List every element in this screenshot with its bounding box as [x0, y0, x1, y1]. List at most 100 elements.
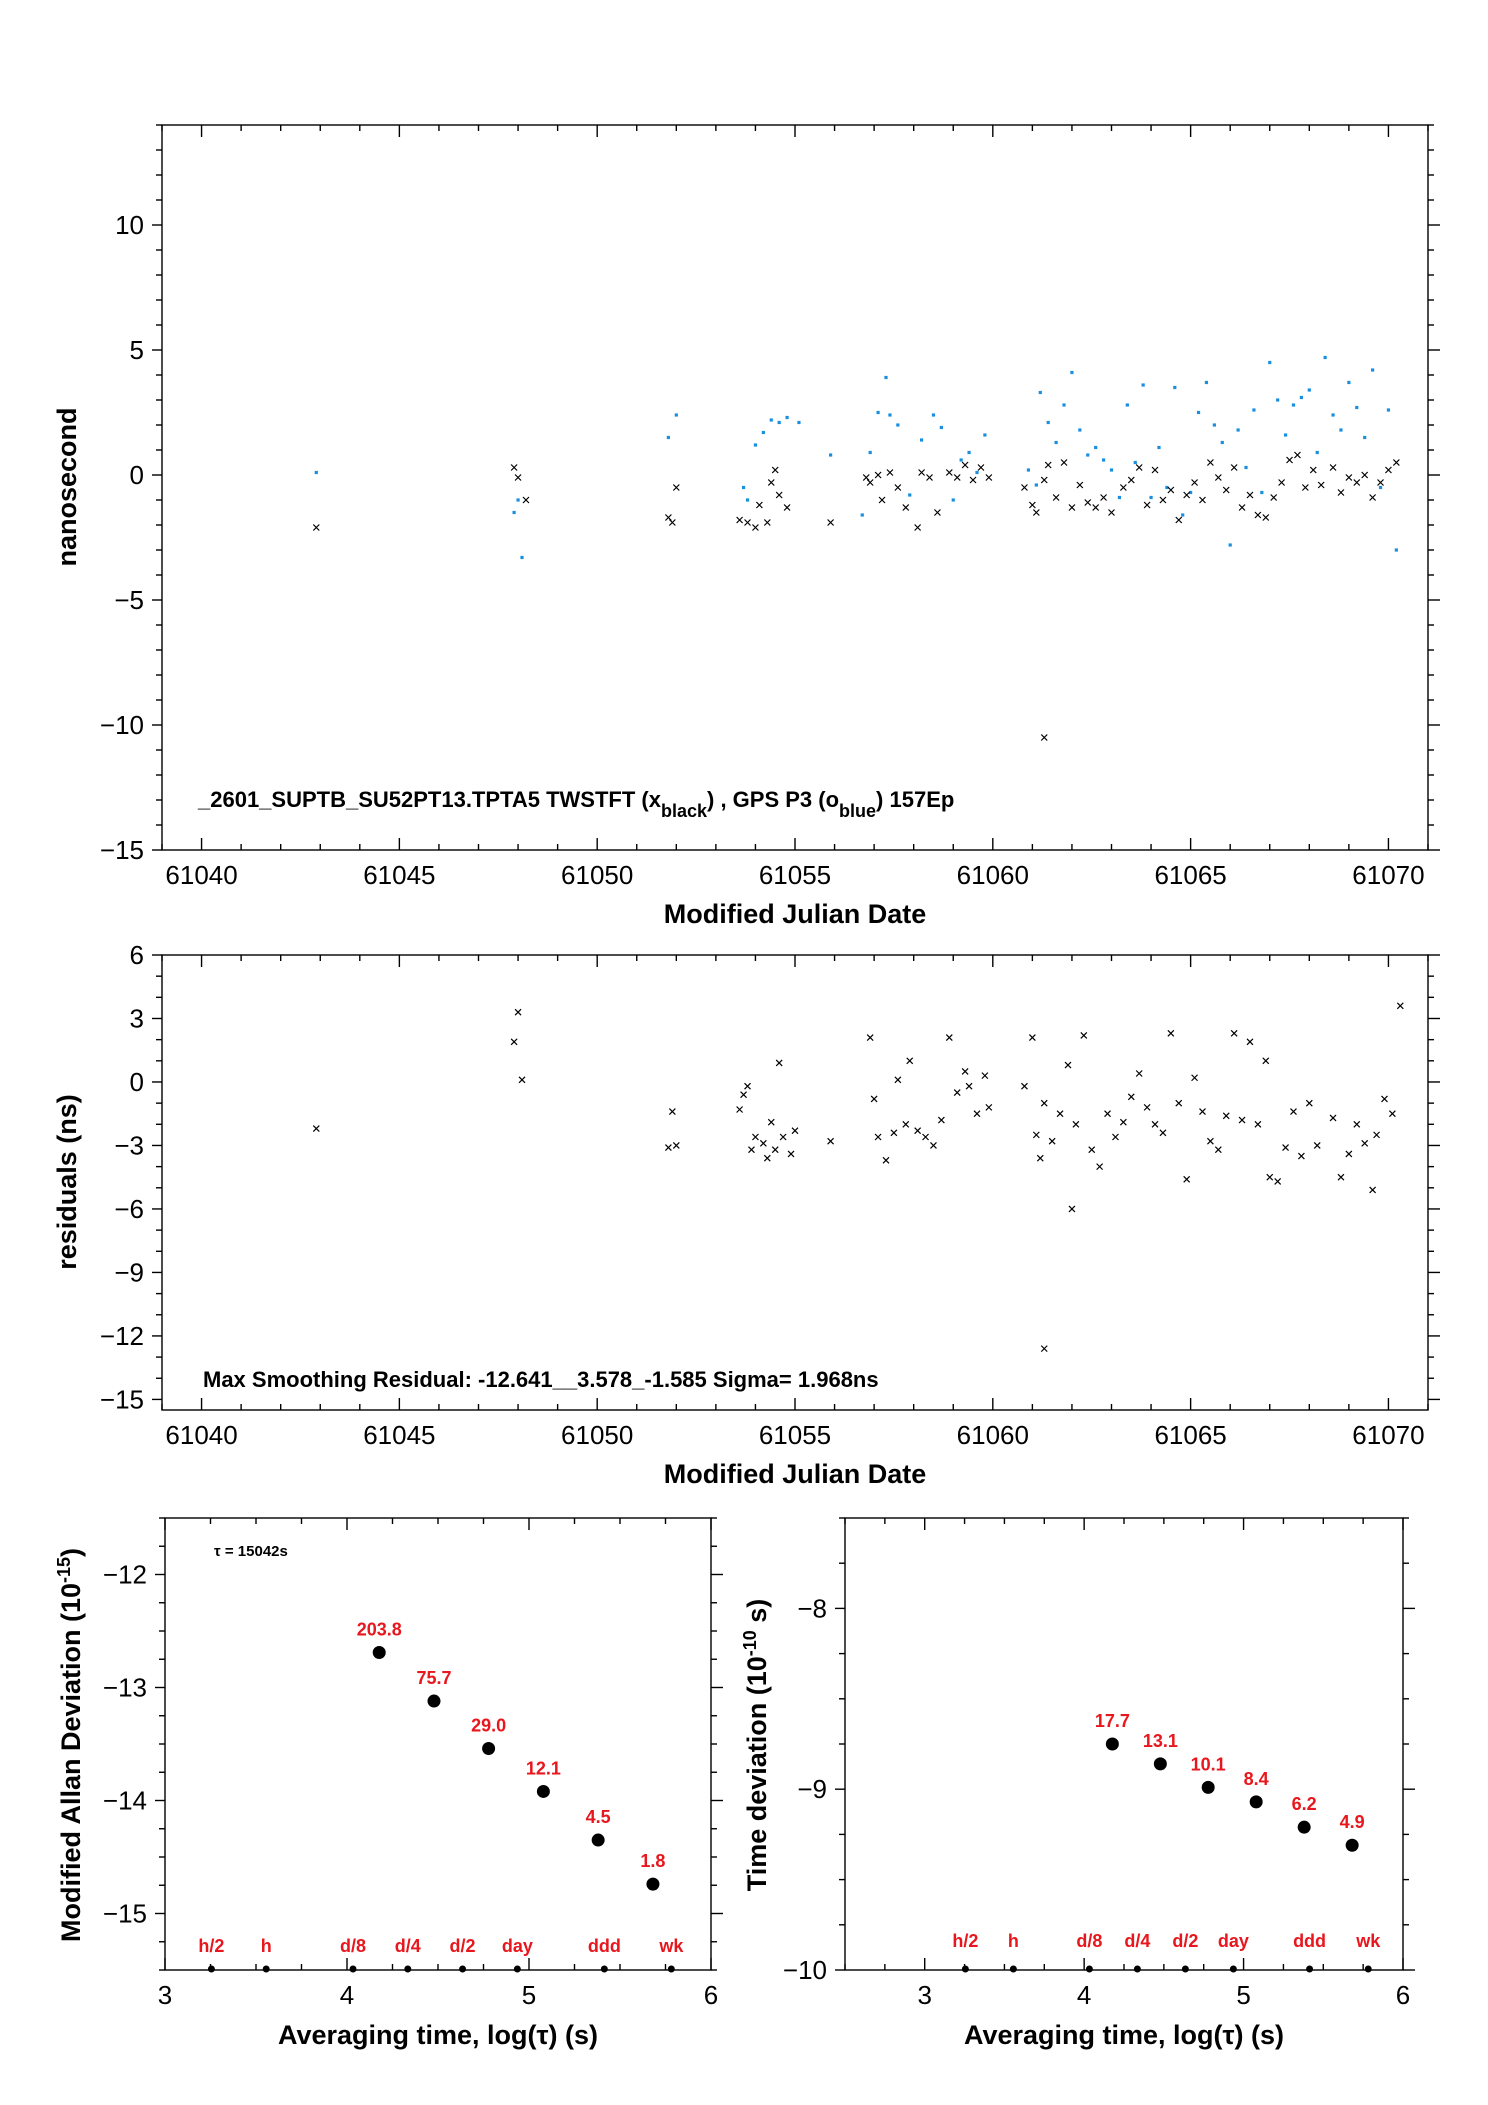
residual-point: [748, 1146, 755, 1154]
time-marker-label: d/4: [395, 1936, 421, 1956]
twstft-point: [945, 469, 953, 476]
panel-time-series: 61040 61045 61050 61055 61060 61065 61070 −15 −1…: [52, 124, 1440, 929]
time-marker-dot: [1133, 1965, 1141, 1973]
deviation-label: 203.8: [357, 1619, 402, 1639]
twstft-point: [961, 461, 969, 469]
time-marker-dot: [513, 1965, 521, 1973]
gps-point: [1070, 370, 1074, 375]
twstft-point: [934, 509, 941, 516]
x-tick-label: 4: [340, 1980, 354, 2010]
gps-point: [1323, 355, 1327, 360]
residual-point: [1104, 1110, 1111, 1118]
x-tick-label: 5: [522, 1980, 536, 2010]
x-tick-label: 61040: [165, 1420, 237, 1450]
gps-point: [1347, 380, 1351, 385]
twstft-point: [866, 479, 874, 486]
gps-point: [1276, 398, 1280, 402]
gps-point: [1355, 405, 1359, 410]
twstft-point: [755, 501, 763, 509]
twstft-point: [1222, 486, 1230, 494]
time-marker-dot: [207, 1965, 215, 1973]
gps-point: [967, 450, 971, 455]
twstft-point: [894, 484, 902, 491]
gps-point: [868, 450, 872, 455]
twstft-point: [1167, 486, 1175, 494]
panel-tdev: 3 4 5 6 −10 −9 −8 17.7 13.1 10.1 8.4 6.2 4.9 h/2 h d/8…: [740, 1517, 1415, 2050]
twstft-point: [1040, 476, 1048, 484]
panel-residuals: 61040 61045 61050 61055 61060 61065 61070 −15 −1…: [52, 940, 1440, 1489]
deviation-label: 10.1: [1191, 1754, 1226, 1774]
deviation-label: 4.5: [586, 1807, 611, 1827]
residual-point: [1262, 1057, 1270, 1065]
twstft-point: [752, 524, 759, 531]
residual-point: [510, 1038, 518, 1046]
time-marker-label: d/4: [1124, 1931, 1150, 1951]
residual-point: [1048, 1137, 1056, 1145]
time-marker-dot: [1364, 1965, 1372, 1973]
x-axis-label-4: Averaging time, log(τ) (s): [964, 2020, 1284, 2050]
y-tick-label: −10: [783, 1955, 827, 1985]
gps-point: [1046, 420, 1050, 425]
twstft-point: [827, 519, 835, 526]
twstft-point: [514, 474, 522, 481]
y-axis-label-2: residuals (ns): [52, 1094, 82, 1270]
twstft-point: [1084, 499, 1092, 506]
gps-point: [1141, 383, 1145, 387]
twstft-point: [668, 519, 676, 526]
twstft-point: [926, 474, 933, 481]
gps-point: [1268, 360, 1272, 365]
residual-point: [1345, 1150, 1353, 1158]
twstft-point: [1191, 479, 1199, 486]
y-tick-label: −9: [114, 1257, 144, 1287]
twstft-point: [1199, 496, 1206, 504]
gps-point: [908, 493, 912, 497]
gps-point: [666, 435, 670, 440]
deviation-point: [1345, 1838, 1359, 1852]
residual-point: [973, 1110, 981, 1118]
x-tick-label: 61065: [1154, 860, 1226, 890]
deviation-label: 29.0: [471, 1716, 506, 1736]
y-tick-label: −12: [100, 1321, 144, 1351]
twstft-point: [775, 491, 783, 499]
twstft-point: [1345, 474, 1353, 481]
twstft-point: [1270, 494, 1278, 501]
twstft-point: [1214, 474, 1222, 481]
residual-point: [1056, 1110, 1064, 1118]
time-marker-dot: [459, 1965, 467, 1973]
residual-point: [744, 1082, 751, 1090]
residual-point: [874, 1133, 882, 1141]
twstft-point: [1119, 484, 1127, 491]
residual-point: [866, 1034, 874, 1041]
gps-point: [785, 415, 789, 420]
x-tick-label: 5: [1236, 1980, 1250, 2010]
twstft-point: [985, 474, 993, 481]
twstft-point: [1159, 496, 1167, 504]
x-tick-label: 61065: [1154, 1420, 1226, 1450]
residual-point: [1088, 1146, 1096, 1154]
residual-point: [922, 1133, 929, 1141]
y-tick-label: −8: [797, 1593, 827, 1623]
residual-point: [1127, 1093, 1135, 1101]
deviation-label: 75.7: [416, 1668, 451, 1688]
twstft-point: [744, 519, 751, 526]
twstft-point: [1100, 494, 1108, 501]
gps-point: [1299, 395, 1303, 400]
deviation-label: 6.2: [1292, 1794, 1317, 1814]
twstft-point: [1329, 464, 1337, 471]
residual-point: [1151, 1120, 1159, 1128]
residual-point: [518, 1076, 526, 1084]
gps-point: [1189, 490, 1193, 495]
y-tick-label: −6: [114, 1194, 144, 1224]
time-marker-label: d/8: [1076, 1931, 1102, 1951]
time-marker-label: wk: [658, 1936, 684, 1956]
gps-point: [1212, 423, 1216, 427]
gps-point: [1165, 485, 1169, 490]
plot-frame-3: [164, 1517, 712, 1971]
twstft-point: [1230, 464, 1238, 471]
residual-point: [1396, 1002, 1404, 1010]
deviation-label: 1.8: [640, 1851, 665, 1871]
twstft-point: [1151, 466, 1159, 474]
twstft-point: [1278, 479, 1286, 486]
x-tick-label: 61060: [957, 860, 1029, 890]
